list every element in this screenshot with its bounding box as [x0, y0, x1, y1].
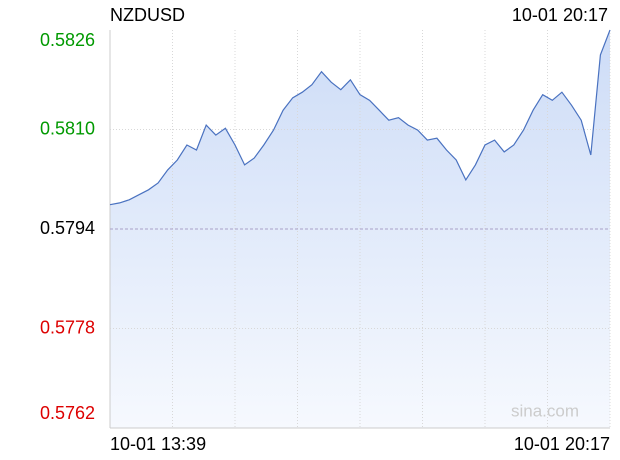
y-tick-label: 0.5794 [40, 218, 95, 238]
y-tick-label: 0.5810 [40, 118, 95, 138]
price-line [109, 29, 611, 206]
timestamp: 10-01 20:17 [512, 5, 608, 25]
watermark: sina.com [511, 401, 579, 420]
y-tick-label: 0.5762 [40, 403, 95, 423]
chart-title: NZDUSD [110, 5, 185, 25]
x-tick-label: 10-01 13:39 [110, 434, 206, 454]
y-tick-label: 0.5778 [40, 317, 95, 337]
y-tick-label: 0.5826 [40, 30, 95, 50]
x-tick-label: 10-01 20:17 [514, 434, 610, 454]
